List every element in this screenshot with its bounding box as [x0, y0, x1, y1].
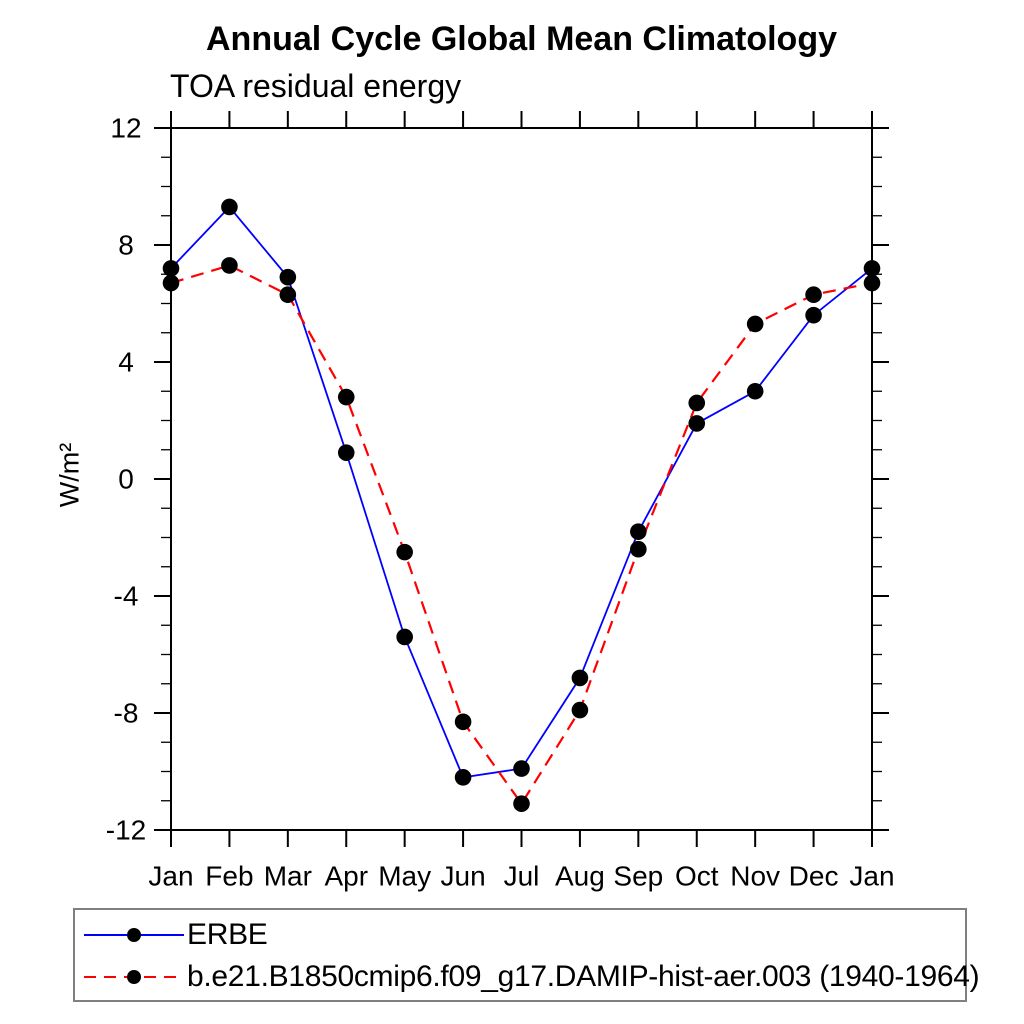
- x-tick-label: Apr: [324, 861, 368, 892]
- chart-subtitle: TOA residual energy: [170, 68, 462, 104]
- y-tick-label: -12: [106, 815, 146, 846]
- x-tick-label: Jun: [441, 861, 486, 892]
- y-tick-label: 4: [118, 347, 134, 378]
- data-point-marker-1: [630, 540, 647, 558]
- data-point-marker-0: [571, 669, 589, 687]
- data-point-marker-1: [688, 394, 706, 412]
- y-tick-label: 8: [118, 230, 134, 261]
- legend-line-sample-erbe: [84, 928, 184, 942]
- data-point-marker-0: [454, 769, 472, 786]
- data-point-marker-0: [337, 444, 355, 461]
- x-tick-label: Aug: [555, 861, 605, 892]
- data-point-marker-0: [863, 260, 881, 277]
- data-point-marker-0: [805, 306, 822, 324]
- x-tick-label: Jan: [148, 861, 193, 892]
- x-tick-label: Oct: [675, 861, 719, 892]
- data-point-marker-0: [688, 415, 706, 432]
- data-point-marker-0: [396, 628, 413, 646]
- series-line-0: [170, 205, 873, 779]
- x-tick-label: Sep: [613, 861, 663, 892]
- x-tick-label: Jul: [504, 861, 540, 892]
- legend: ERBE b.e21.B1850cmip6.f09_g17.DAMIP-hist…: [73, 908, 980, 1002]
- data-point-marker-1: [571, 701, 589, 719]
- data-point-marker-1: [396, 543, 413, 561]
- legend-label-erbe: ERBE: [187, 918, 268, 951]
- data-point-marker-1: [746, 315, 764, 333]
- y-tick-label: 12: [110, 113, 141, 144]
- data-point-marker-0: [279, 268, 297, 286]
- series-line-1: [170, 264, 873, 806]
- x-tick-label: Dec: [789, 861, 839, 892]
- data-point-marker-1: [805, 286, 822, 304]
- x-tick-label: Nov: [730, 861, 780, 892]
- legend-marker-dot-icon: [127, 970, 141, 984]
- y-tick-label: -4: [114, 581, 139, 612]
- legend-label-model: b.e21.B1850cmip6.f09_g17.DAMIP-hist-aer.…: [187, 960, 980, 993]
- data-point-marker-0: [513, 760, 530, 777]
- data-point-marker-0: [162, 260, 180, 277]
- chart-title: Annual Cycle Global Mean Climatology: [206, 20, 837, 58]
- x-tick-label: Mar: [264, 861, 312, 892]
- data-point-marker-0: [746, 382, 764, 400]
- x-tick-label: Feb: [205, 861, 253, 892]
- data-point-marker-0: [630, 523, 647, 540]
- y-tick-label: -8: [114, 698, 139, 729]
- x-tick-label: Jan: [849, 861, 894, 892]
- x-tick-label: May: [378, 861, 431, 892]
- y-tick-label: 0: [118, 464, 134, 495]
- data-point-marker-1: [337, 388, 355, 406]
- legend-line-sample-model: [84, 970, 184, 984]
- data-point-marker-1: [454, 713, 472, 731]
- legend-marker-dot-icon: [127, 928, 141, 942]
- plot-frame: [170, 127, 873, 831]
- data-point-marker-1: [513, 795, 530, 812]
- data-point-marker-1: [279, 286, 297, 304]
- data-point-marker-1: [221, 257, 238, 274]
- data-point-marker-0: [221, 198, 238, 216]
- data-point-marker-1: [863, 274, 881, 292]
- data-point-marker-1: [162, 274, 180, 292]
